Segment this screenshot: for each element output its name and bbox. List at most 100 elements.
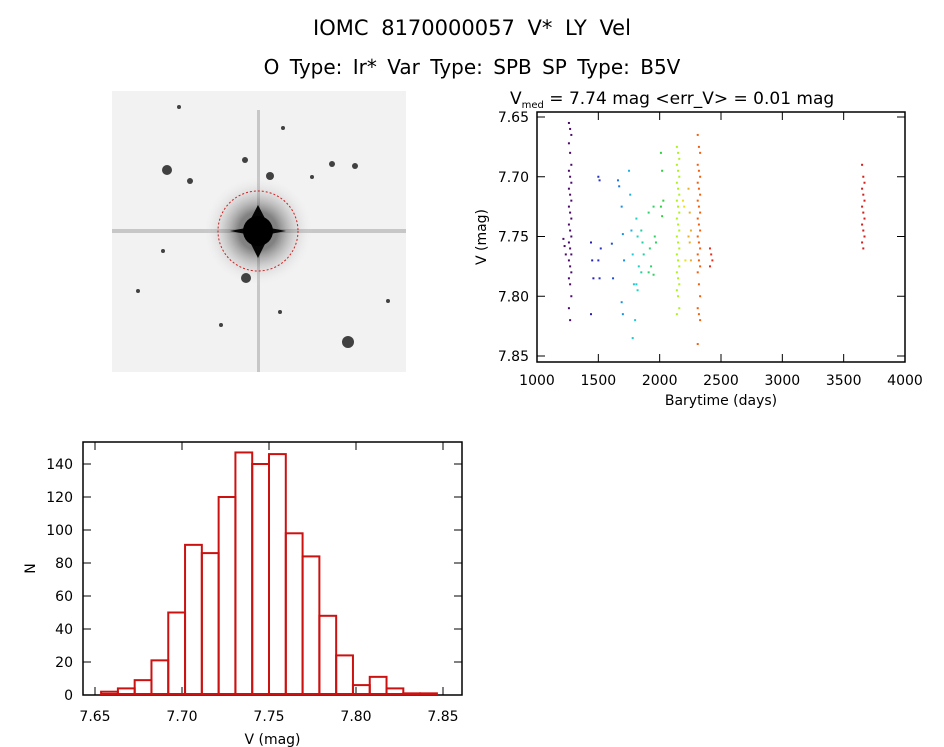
data-point [597,259,600,262]
data-point [635,217,638,220]
data-point [652,273,655,276]
data-point [592,277,595,280]
histogram-bar [385,687,405,696]
y-tick-label: 120 [46,490,73,506]
histogram-bar [100,690,119,696]
x-tick-label: 7.80 [340,709,371,725]
data-point [612,277,615,280]
y-tick-label: 7.85 [498,349,529,365]
data-point [569,175,572,178]
data-point [641,241,644,244]
x-tick-label: 4000 [887,373,923,389]
data-point [682,199,684,202]
data-point [562,237,565,240]
data-point [696,343,699,346]
data-point [628,169,631,172]
data-point [563,245,566,248]
data-point [711,259,714,262]
data-point [697,169,700,172]
star [352,163,358,169]
aperture-circle [217,190,299,272]
data-point [675,271,678,274]
x-tick-label: 2000 [642,373,678,389]
y-axis-label: N [23,563,39,573]
data-point [569,319,572,322]
histogram-plot: 7.65 7.70 7.75 7.80 7.85 0 20 40 60 80 100 120 140 V … [23,441,463,747]
data-point [569,211,572,214]
data-point [570,235,573,238]
data-point [567,277,570,280]
data-point [862,193,865,196]
x-axis-label: V (mag) [244,732,300,747]
data-point [662,199,665,202]
data-point [862,247,865,250]
data-point [697,313,700,316]
data-point [597,175,600,178]
title-sub: med [522,100,544,111]
data-point [678,307,681,310]
data-point [677,241,680,244]
data-point [677,151,680,154]
data-point [689,229,692,232]
data-point [621,313,624,316]
data-point [699,319,702,322]
star [242,157,248,163]
data-point [696,199,699,202]
data-point [697,145,700,148]
data-point [567,205,570,208]
data-point [861,163,864,166]
data-point [862,211,865,214]
data-point [569,265,572,268]
data-point [677,295,680,298]
data-point [620,301,623,304]
plot-frame [82,441,463,696]
data-point [862,175,865,178]
data-point [567,241,570,244]
data-point [648,247,651,250]
x-tick-label: 7.70 [166,709,197,725]
data-point [699,295,702,298]
data-point [675,217,678,220]
data-point [675,313,678,316]
data-point [699,247,702,250]
data-point [567,259,570,262]
star [310,175,314,179]
data-point [675,289,678,292]
data-point [630,229,633,232]
histogram-bar [351,684,371,695]
data-point [696,163,699,166]
star [342,336,354,348]
data-point [687,187,690,190]
data-point [635,283,638,286]
data-point [688,211,691,214]
data-point [598,277,601,280]
data-point [569,229,572,232]
y-tick-label: 7.75 [498,230,529,246]
y-axis-label: V (mag) [474,209,490,265]
data-point [708,247,711,250]
data-point [677,187,680,190]
data-point [696,235,699,238]
data-point [697,187,700,190]
data-point [699,229,702,232]
y-tick-label: 140 [46,457,73,473]
data-point [567,223,570,226]
data-point [678,247,681,250]
data-point [598,179,601,182]
data-point [570,181,573,184]
data-point [659,205,662,208]
histogram-bar [150,659,170,695]
data-point [696,133,699,136]
x-tick-label: 3500 [826,373,862,389]
data-point [570,295,573,298]
histogram-bar [318,614,338,695]
data-point [696,181,699,184]
data-point [678,193,681,196]
histogram-bar [167,611,187,695]
histogram-bar [335,654,354,696]
histogram-bar [184,543,203,695]
data-point [697,205,700,208]
data-point [610,242,613,245]
data-point [699,265,702,268]
data-point [677,169,680,172]
